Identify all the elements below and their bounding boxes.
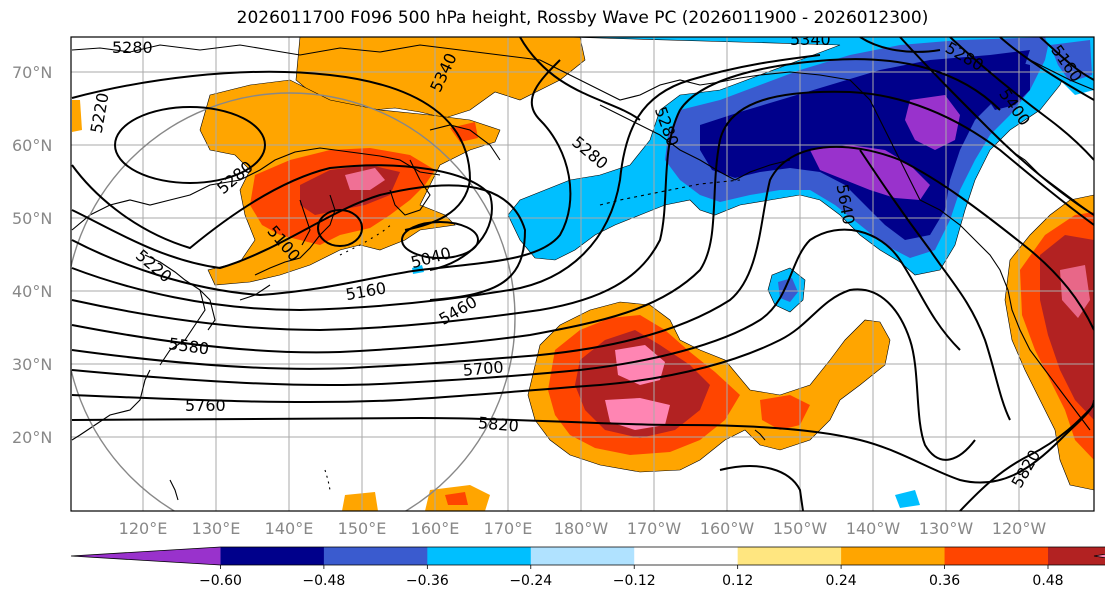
colorbar-segment (220, 547, 325, 565)
colorbar-extend-high (1094, 554, 1105, 558)
lon-label: 130°W (919, 519, 974, 538)
lon-label: 140°W (846, 519, 901, 538)
contour-label: 5820 (477, 413, 519, 435)
lon-label: 160°E (411, 519, 460, 538)
lon-label: 130°E (192, 519, 241, 538)
plot-frame (70, 36, 1095, 512)
lon-label: 120°W (992, 519, 1047, 538)
contour-label: 5760 (185, 396, 226, 415)
latitude-labels: 70°N 60°N 50°N 40°N 30°N 20°N (12, 63, 52, 447)
contour-label: 5340 (790, 30, 831, 49)
colorbar-segment (737, 547, 842, 565)
colorbar-tick-label: −0.48 (302, 573, 345, 589)
graticule (71, 37, 1094, 511)
colorbar-segment (1048, 547, 1105, 565)
colorbar-segment (323, 547, 428, 565)
lat-label: 50°N (12, 209, 52, 228)
contour-label: 5700 (462, 357, 504, 379)
lon-label: 180°W (554, 519, 609, 538)
lon-label: 160°W (700, 519, 755, 538)
lon-label: 140°E (265, 519, 314, 538)
colorbar-tick-label: −0.24 (509, 573, 552, 589)
lat-label: 70°N (12, 63, 52, 82)
lat-label: 20°N (12, 428, 52, 447)
colorbar-tick-label: −0.60 (199, 573, 242, 589)
lon-label: 170°W (627, 519, 682, 538)
colorbar-tick-label: −0.12 (613, 573, 656, 589)
lat-label: 40°N (12, 282, 52, 301)
colorbar-tick-label: 0.36 (929, 573, 960, 589)
colorbar-segment (634, 547, 739, 565)
colorbar: −0.60 −0.48 −0.36 −0.24 −0.12 0.12 0.24 0.36 0.4… (70, 546, 1105, 589)
map-title: 2026011700 F096 500 hPa height, Rossby W… (236, 8, 929, 28)
lon-label: 150°E (338, 519, 387, 538)
height-contours (71, 37, 1094, 511)
colorbar-tick-label: −0.36 (406, 573, 449, 589)
colorbar-segment (841, 547, 946, 565)
colorbar-tick-label: 0.12 (722, 573, 753, 589)
colorbar-extend-low (71, 547, 221, 565)
lon-label: 120°E (119, 519, 168, 538)
contour-label: 5280 (112, 38, 153, 57)
colorbar-segment (944, 547, 1049, 565)
colorbar-tick-label: 0.48 (1032, 573, 1063, 589)
lon-label: 150°W (773, 519, 828, 538)
lat-label: 30°N (12, 355, 52, 374)
lon-label: 170°E (484, 519, 533, 538)
colorbar-tick-label: 0.24 (826, 573, 857, 589)
region-circle (71, 92, 516, 511)
colorbar-segment (530, 547, 635, 565)
longitude-labels: 120°E 130°E 140°E 150°E 160°E 170°E 180°… (119, 519, 1047, 538)
colorbar-segment (427, 547, 532, 565)
lat-label: 60°N (12, 136, 52, 155)
